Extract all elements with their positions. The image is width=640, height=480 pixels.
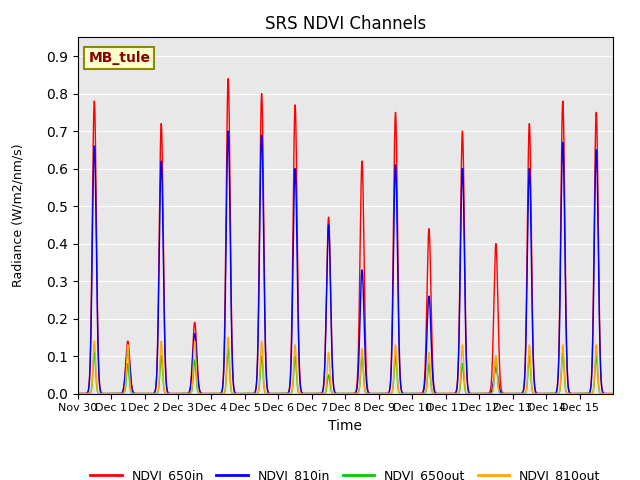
Y-axis label: Radiance (W/m2/nm/s): Radiance (W/m2/nm/s) — [11, 144, 24, 287]
X-axis label: Time: Time — [328, 419, 362, 433]
Legend: NDVI_650in, NDVI_810in, NDVI_650out, NDVI_810out: NDVI_650in, NDVI_810in, NDVI_650out, NDV… — [85, 464, 605, 480]
Text: MB_tule: MB_tule — [88, 51, 150, 65]
Title: SRS NDVI Channels: SRS NDVI Channels — [265, 15, 426, 33]
